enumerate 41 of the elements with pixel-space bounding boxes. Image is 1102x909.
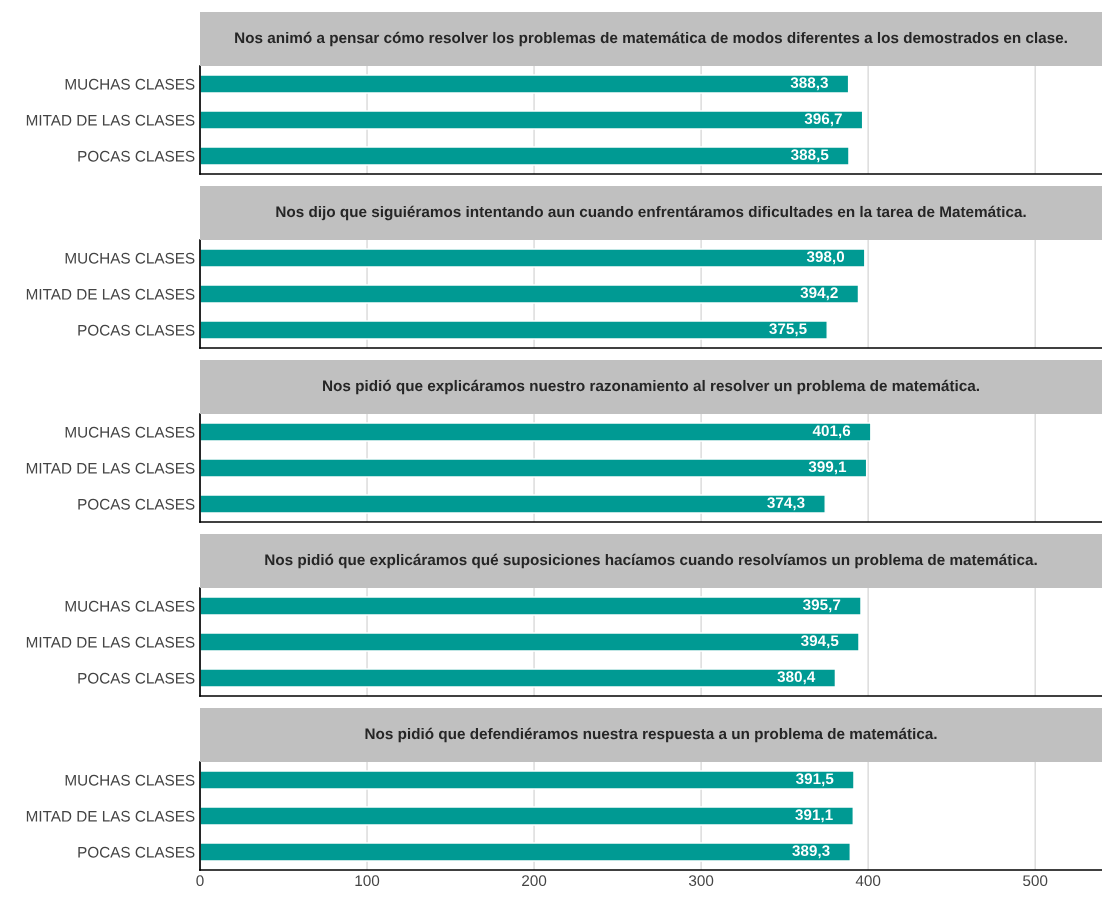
data-label: 380,4 [777,671,816,685]
data-label: 399,1 [808,461,847,475]
y-tick-label: MUCHAS CLASES [65,600,195,612]
y-tick-label: POCAS CLASES [78,150,195,162]
x-tick-label: 100 [355,875,380,887]
chart-title: Nos animó a pensar cómo resolver los problemas de matemática de modos diferentes a los demostrados en clase. [235,31,1067,47]
y-tick-label: MUCHAS CLASES [65,78,195,90]
data-label: 389,3 [792,845,830,859]
y-tick-label: MITAD DE LAS CLASES [26,288,195,300]
data-label: 394,5 [800,635,839,649]
y-tick-label: MITAD DE LAS CLASES [26,810,195,822]
y-tick-label: MUCHAS CLASES [65,252,195,264]
data-label: 374,3 [767,497,805,511]
x-tick-label: 0 [196,875,204,887]
y-tick-label: POCAS CLASES [78,672,195,684]
y-tick-label: POCAS CLASES [78,498,195,510]
data-label: 396,7 [804,113,842,127]
data-label: 398,0 [806,251,845,265]
x-tick-label: 300 [688,875,714,887]
data-label: 375,5 [769,323,807,337]
data-label: 401,6 [812,425,851,439]
y-tick-label: MITAD DE LAS CLASES [26,462,195,474]
y-tick-label: MUCHAS CLASES [65,774,195,786]
y-tick-label: POCAS CLASES [78,846,195,858]
chart-title: Nos dijo que siguiéramos intentando aun cuando enfrentáramos dificultades en la tarea de Matemática. [276,205,1026,221]
chart-title: Nos pidió que explicáramos nuestro razonamiento al resolver un problema de matemática. [323,379,979,395]
data-label: 388,5 [790,149,829,163]
y-tick-label: MUCHAS CLASES [65,426,195,438]
data-label: 395,7 [802,599,841,613]
y-tick-label: MITAD DE LAS CLASES [26,114,195,126]
x-tick-label: 200 [522,875,547,887]
data-label: 394,2 [800,287,838,301]
y-tick-label: POCAS CLASES [78,324,195,336]
data-label: 391,1 [795,809,833,823]
data-label: 391,5 [795,773,834,787]
y-tick-label: MITAD DE LAS CLASES [26,636,195,648]
chart-title: Nos pidió que defendiéramos nuestra respuesta a un problema de matemática. [365,727,937,743]
data-label: 388,3 [790,77,828,91]
chart-title: Nos pidió que explicáramos qué suposiciones hacíamos cuando resolvíamos un problema de matemática. [265,553,1037,569]
x-tick-label: 400 [855,875,881,887]
x-tick-label: 500 [1023,875,1048,887]
